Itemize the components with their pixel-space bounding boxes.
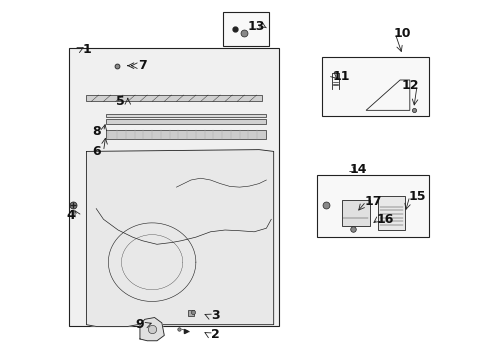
Text: 11: 11 [332,70,350,83]
Bar [222,12,268,46]
Bar [86,95,261,102]
Bar [106,113,266,117]
Bar [69,48,278,327]
Text: 1: 1 [82,43,91,56]
Text: 7: 7 [138,59,146,72]
Text: 9: 9 [135,318,144,331]
Text: 13: 13 [247,20,265,33]
Text: 3: 3 [211,309,219,322]
Text: 17: 17 [364,195,381,208]
Text: 14: 14 [349,163,367,176]
Bar [322,57,428,116]
Text: 2: 2 [210,328,219,341]
Text: 6: 6 [92,145,101,158]
Text: 16: 16 [376,213,393,226]
Polygon shape [86,150,273,327]
Text: 10: 10 [393,27,410,40]
Bar [341,200,369,226]
Bar [377,196,404,230]
Bar [106,118,266,123]
Polygon shape [140,318,164,341]
Text: 15: 15 [407,190,425,203]
Text: 8: 8 [92,125,101,138]
Text: 12: 12 [400,79,418,92]
Bar [317,175,428,237]
Text: 4: 4 [66,209,75,222]
Text: 5: 5 [116,95,124,108]
Bar [106,130,266,139]
